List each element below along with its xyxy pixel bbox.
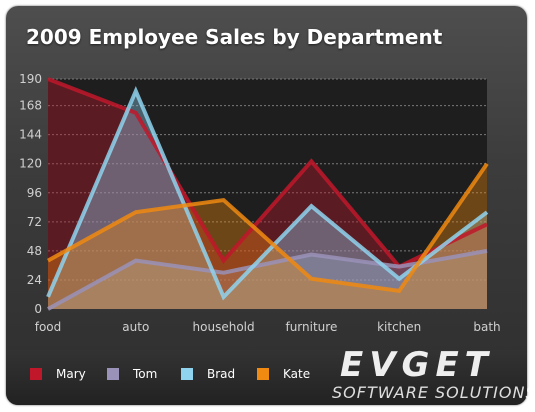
legend-swatch [181,368,193,380]
legend-swatch [107,368,119,380]
series-line-kate [47,162,489,293]
legend-item-tom[interactable]: Tom [107,367,157,381]
legend-label: Kate [283,367,311,381]
x-tick-label: kitchen [377,320,421,334]
legend-item-brad[interactable]: Brad [181,367,235,381]
y-axis: 0 24 48 72 96 120 144 168 190 [19,72,42,316]
legend-label: Tom [133,367,158,381]
chart-title: 2009 Employee Sales by Department [26,25,443,49]
series-line-tom [47,248,488,311]
series-line-mary [47,77,488,270]
y-tick-label: 144 [19,128,42,142]
y-tick-label: 96 [27,186,42,200]
evget-logo: EVGET SOFTWARE SOLUTIONS [330,345,535,407]
y-tick-label: 72 [27,215,42,229]
legend-item-kate[interactable]: Kate [257,367,310,381]
series-area-mary [48,79,487,309]
series-area-kate [48,163,487,309]
legend-label: Brad [207,367,236,381]
x-tick-label: household [193,320,255,334]
y-tick-label: 24 [27,273,42,287]
series-lines [46,77,489,311]
legend-swatch [257,368,269,380]
legend-label: Mary [56,367,86,381]
x-axis: food auto household furniture kitchen bath [35,320,501,334]
x-tick-label: auto [122,320,149,334]
y-tick-label: 120 [19,157,42,171]
x-tick-label: bath [473,320,500,334]
y-tick-label: 190 [19,72,42,86]
y-tick-label: 48 [27,244,42,258]
legend-swatch [30,368,42,380]
x-tick-label: food [35,320,62,334]
y-tick-label: 168 [19,99,42,113]
logo-tagline: SOFTWARE SOLUTIONS [332,383,535,402]
logo-brand: EVGET [340,345,494,385]
legend-item-mary[interactable]: Mary [30,367,86,381]
y-tick-label: 0 [34,302,42,316]
x-tick-label: furniture [285,320,337,334]
